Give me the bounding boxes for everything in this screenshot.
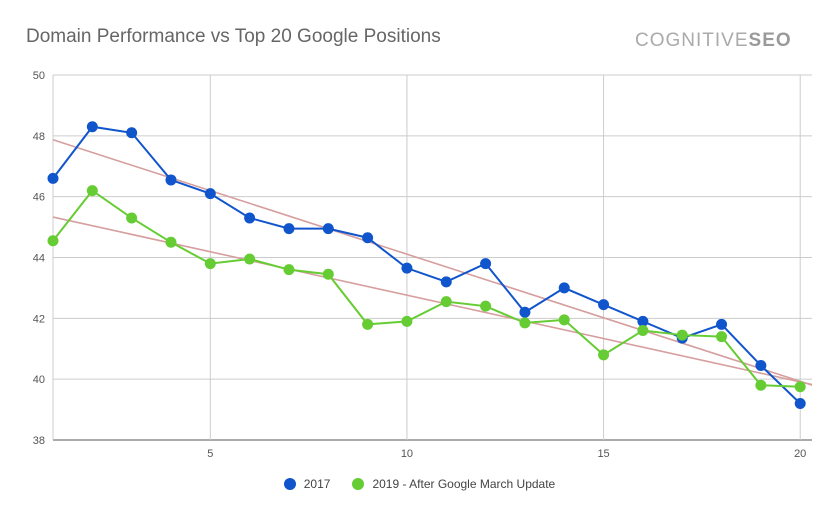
- legend: 2017 2019 - After Google March Update: [0, 477, 839, 491]
- axis-ticks: 38 40 42 44 46 48 50 5 10 15 20: [33, 70, 807, 460]
- x-tick-label: 15: [597, 448, 609, 460]
- data-point-series-0[interactable]: [794, 398, 806, 409]
- data-point-series-0[interactable]: [440, 276, 452, 288]
- data-point-series-1[interactable]: [322, 268, 334, 280]
- series-layer: [47, 121, 806, 409]
- data-point-series-1[interactable]: [716, 331, 728, 343]
- data-point-series-1[interactable]: [519, 317, 531, 329]
- data-point-series-1[interactable]: [794, 381, 806, 393]
- y-tick-label: 46: [33, 192, 45, 204]
- data-point-series-0[interactable]: [283, 223, 295, 235]
- legend-label-2017: 2017: [303, 477, 331, 491]
- legend-item-2019[interactable]: 2019 - After Google March Update: [352, 477, 555, 491]
- data-point-series-0[interactable]: [165, 174, 177, 186]
- legend-item-2017[interactable]: 2017: [283, 477, 331, 491]
- data-point-series-0[interactable]: [480, 258, 492, 270]
- data-point-series-1[interactable]: [755, 379, 767, 391]
- data-point-series-0[interactable]: [401, 262, 413, 274]
- data-point-series-1[interactable]: [637, 325, 649, 336]
- data-point-series-1[interactable]: [598, 349, 610, 361]
- data-point-series-1[interactable]: [676, 329, 688, 341]
- data-point-series-1[interactable]: [401, 315, 413, 327]
- data-point-series-1[interactable]: [283, 264, 295, 276]
- data-point-series-0[interactable]: [519, 306, 531, 318]
- data-point-series-1[interactable]: [47, 235, 59, 247]
- data-point-series-0[interactable]: [47, 172, 59, 184]
- data-point-series-1[interactable]: [362, 318, 374, 330]
- data-point-series-0[interactable]: [126, 127, 138, 139]
- y-tick-label: 40: [33, 374, 45, 386]
- x-tick-label: 5: [207, 448, 213, 460]
- logo-text-main: COGNITIVE: [635, 30, 749, 51]
- legend-swatch-2017: [283, 478, 296, 490]
- data-point-series-0[interactable]: [716, 318, 728, 330]
- legend-label-2019: 2019 - After Google March Update: [372, 477, 556, 491]
- data-point-series-1[interactable]: [480, 300, 492, 312]
- data-point-series-1[interactable]: [440, 296, 452, 308]
- y-tick-label: 50: [33, 70, 45, 82]
- grid-lines: [52, 74, 812, 441]
- data-point-series-0[interactable]: [598, 299, 610, 311]
- data-point-series-1[interactable]: [165, 236, 177, 248]
- chart-title: Domain Performance vs Top 20 Google Posi…: [26, 26, 441, 47]
- data-point-series-0[interactable]: [558, 282, 570, 294]
- data-point-series-1[interactable]: [244, 253, 256, 265]
- data-point-series-1[interactable]: [558, 314, 570, 326]
- logo-text-accent: SEO: [748, 30, 792, 51]
- data-point-series-1[interactable]: [204, 258, 216, 270]
- trendline-0: [52, 139, 813, 386]
- data-point-series-0[interactable]: [86, 121, 98, 133]
- y-tick-label: 48: [33, 131, 45, 143]
- trendlines: [52, 139, 813, 386]
- y-tick-label: 38: [33, 435, 45, 447]
- data-point-series-0[interactable]: [755, 359, 767, 371]
- y-tick-label: 42: [33, 313, 45, 325]
- data-point-series-0[interactable]: [637, 315, 649, 327]
- data-point-series-0[interactable]: [204, 188, 216, 200]
- x-tick-label: 10: [401, 448, 413, 460]
- data-point-series-1[interactable]: [126, 212, 138, 224]
- trendline-1: [52, 216, 813, 386]
- series-line-1: [52, 189, 801, 388]
- x-tick-label: 20: [794, 448, 806, 460]
- data-point-series-0[interactable]: [362, 232, 374, 244]
- cognitiveseo-logo: COGNITIVESEO: [635, 30, 792, 52]
- data-point-series-0[interactable]: [244, 212, 256, 224]
- data-point-series-0[interactable]: [322, 223, 334, 235]
- y-tick-label: 44: [33, 253, 45, 265]
- series-line-0: [52, 125, 801, 405]
- data-point-series-1[interactable]: [86, 185, 98, 197]
- legend-swatch-2019: [352, 478, 365, 490]
